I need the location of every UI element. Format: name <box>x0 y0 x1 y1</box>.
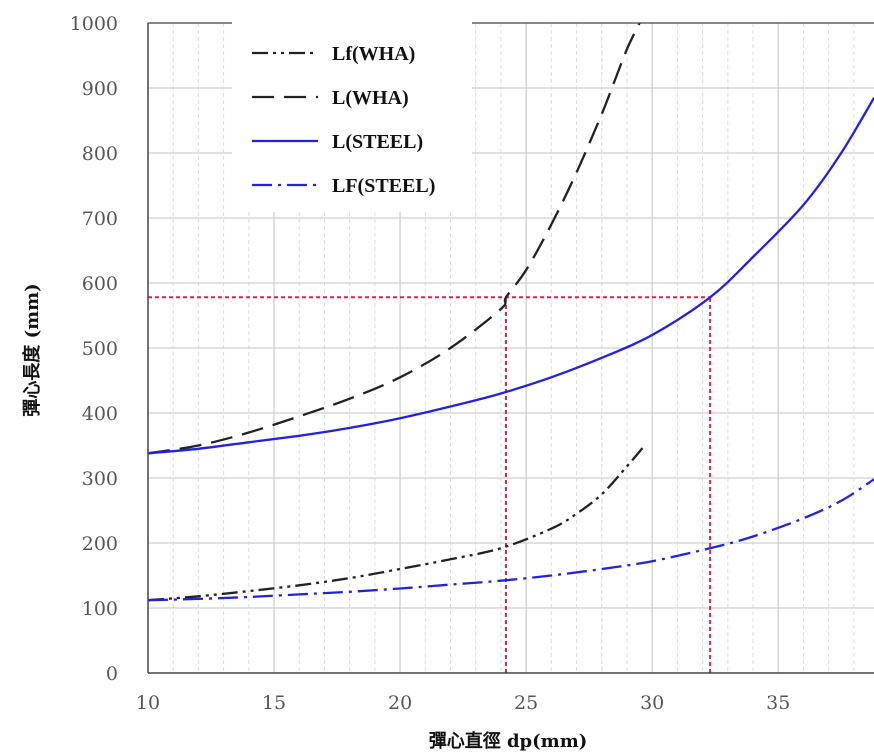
x-tick-label: 35 <box>766 692 790 714</box>
x-tick-label: 10 <box>136 692 160 714</box>
y-tick-label: 400 <box>82 403 118 425</box>
y-tick-labels: 0 100 200 300 400 500 600 700 800 900 1000 <box>70 13 118 685</box>
y-tick-label: 900 <box>82 78 118 100</box>
legend-label: L(WHA) <box>332 87 409 109</box>
reference-lines <box>148 296 712 673</box>
x-tick-label: 20 <box>388 692 412 714</box>
y-tick-label: 1000 <box>70 13 118 35</box>
series-line-3 <box>147 97 874 455</box>
y-tick-label: 500 <box>82 338 118 360</box>
y-tick-label: 100 <box>82 598 118 620</box>
y-tick-label: 700 <box>82 208 118 230</box>
series-line-4 <box>147 478 874 602</box>
y-tick-label: 800 <box>82 143 118 165</box>
y-tick-label: 600 <box>82 273 118 295</box>
series-line-1 <box>147 444 646 602</box>
legend-label: Lf(WHA) <box>332 43 415 65</box>
legend: Lf(WHA) L(WHA) L(STEEL) LF(STEEL) <box>232 16 472 212</box>
legend-label: L(STEEL) <box>332 131 423 153</box>
x-axis-title: 彈心直徑 dp(mm) <box>429 730 588 752</box>
x-tick-labels: 10 15 20 25 30 35 <box>136 692 790 714</box>
x-tick-label: 15 <box>262 692 286 714</box>
y-tick-label: 0 <box>106 663 118 685</box>
legend-label: LF(STEEL) <box>332 175 435 197</box>
series-line-2 <box>147 22 641 455</box>
x-tick-label: 30 <box>640 692 664 714</box>
y-tick-label: 300 <box>82 468 118 490</box>
y-axis-title: 彈心長度 (mm) <box>21 283 43 416</box>
series-layer <box>147 22 874 602</box>
legend-box <box>232 16 472 212</box>
x-tick-label: 25 <box>514 692 538 714</box>
y-tick-label: 200 <box>82 533 118 555</box>
